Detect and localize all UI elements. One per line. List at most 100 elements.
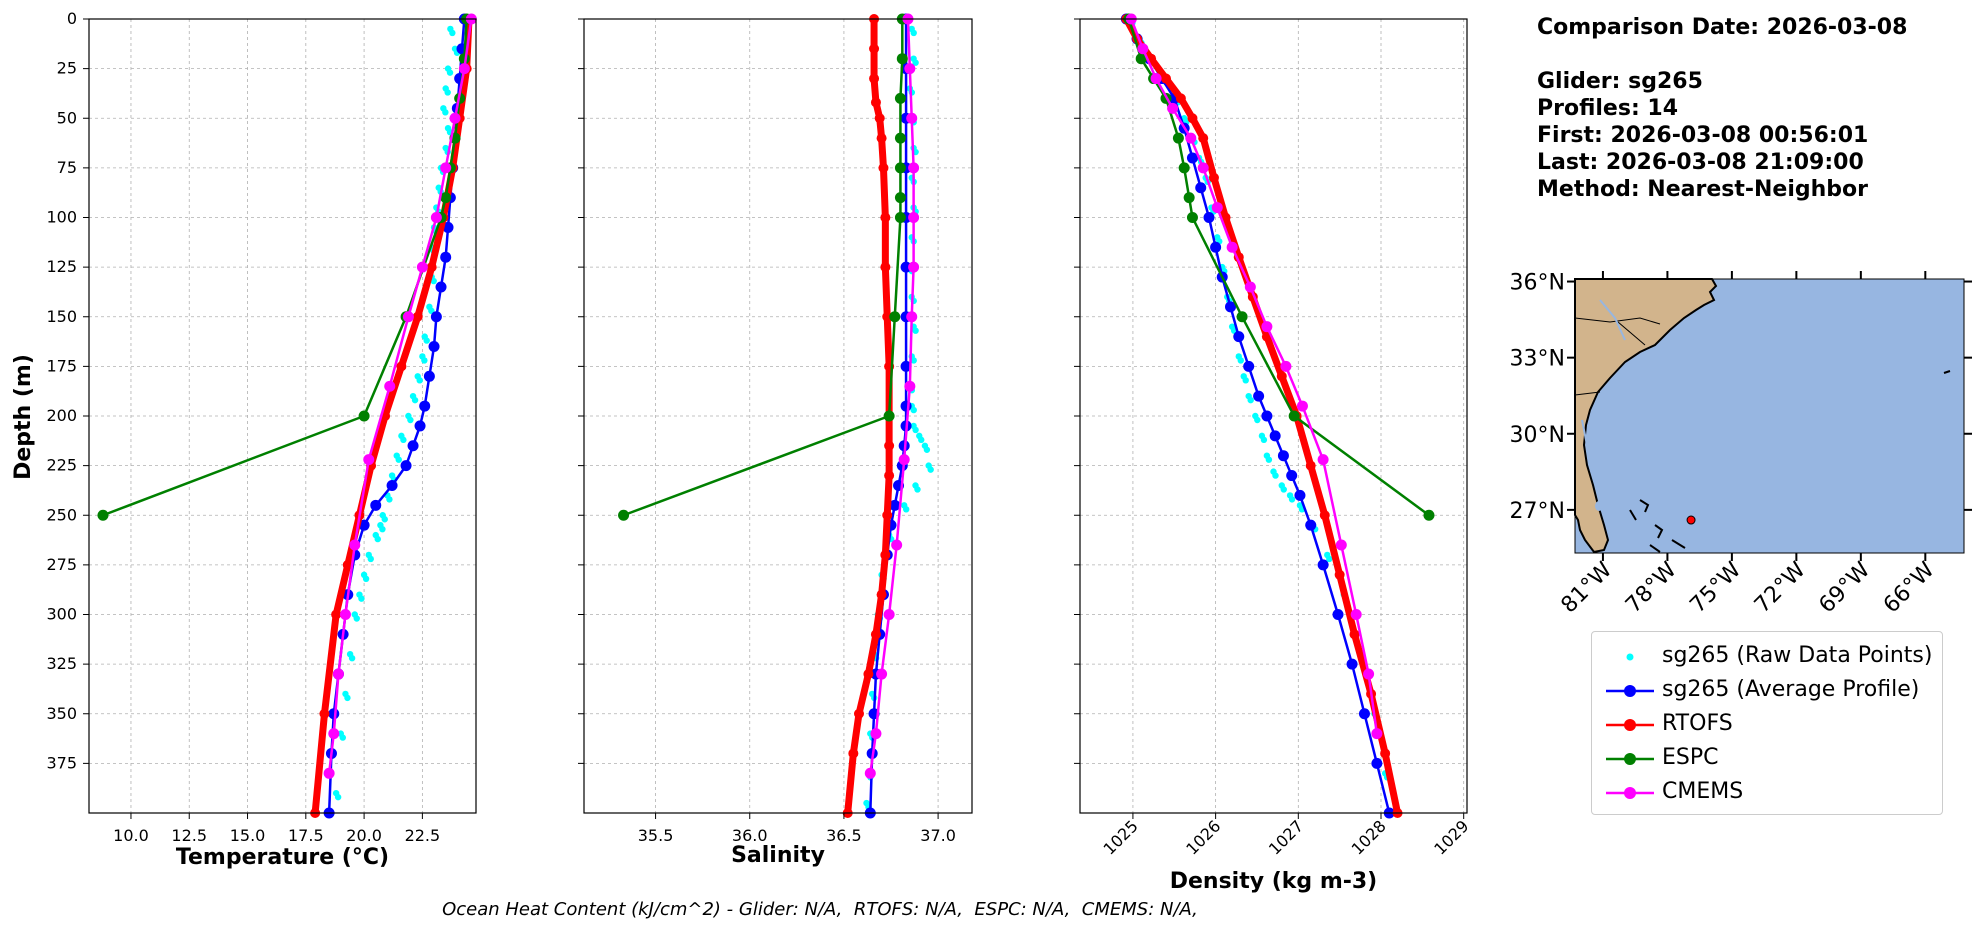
- map-lat-label: 36°N: [1510, 271, 1565, 296]
- point-cmems: [876, 668, 888, 680]
- point-sg265-average-profile: [400, 460, 412, 472]
- raw-point-sg265-raw-data-points: [407, 416, 414, 424]
- point-cmems: [1226, 241, 1238, 253]
- y-tick-label: 50: [57, 108, 77, 127]
- point-sg265-average-profile: [1371, 757, 1383, 769]
- raw-point-sg265-raw-data-points: [914, 486, 921, 493]
- point-cmems: [1363, 668, 1375, 680]
- point-sg265-average-profile: [1305, 519, 1317, 531]
- raw-point-sg265-raw-data-points: [344, 694, 351, 702]
- map-islands: [1629, 499, 1686, 553]
- point-sg265-average-profile: [900, 261, 912, 273]
- point-rtofs: [882, 311, 893, 322]
- map-state-border: [1574, 391, 1601, 396]
- point-rtofs: [876, 589, 887, 600]
- point-rtofs: [848, 748, 859, 759]
- y-tick-label: 150: [46, 307, 77, 326]
- point-rtofs: [1276, 371, 1287, 382]
- x-tick-label: 37.0: [920, 826, 956, 845]
- point-cmems: [904, 63, 916, 75]
- raw-point-sg265-raw-data-points: [1260, 436, 1268, 444]
- map-river: [1599, 299, 1626, 341]
- point-sg265-average-profile: [419, 400, 431, 412]
- series-line-cmems: [327, 18, 473, 774]
- point-cmems: [1244, 281, 1256, 293]
- point-cmems: [1335, 539, 1347, 551]
- point-rtofs: [880, 549, 891, 560]
- point-rtofs: [1380, 748, 1391, 759]
- point-cmems: [1150, 73, 1162, 85]
- raw-point-sg265-raw-data-points: [910, 357, 917, 364]
- point-rtofs: [1334, 569, 1345, 580]
- x-tick-label: 1026: [1182, 816, 1224, 858]
- raw-point-sg265-raw-data-points: [348, 655, 356, 662]
- map-lon-label: 75°W: [1685, 557, 1746, 618]
- y-tick-label: 175: [46, 356, 77, 375]
- point-sg265-average-profile: [1186, 152, 1198, 164]
- raw-point-sg265-raw-data-points: [902, 506, 910, 513]
- raw-point-sg265-raw-data-points: [423, 337, 430, 344]
- point-rtofs: [1305, 460, 1316, 471]
- x-tick-label: 1027: [1265, 816, 1307, 858]
- x-tick-label: 22.5: [405, 826, 441, 845]
- point-espc: [97, 509, 109, 521]
- point-rtofs: [342, 559, 353, 570]
- point-espc: [1288, 410, 1300, 422]
- series-line-rtofs: [844, 19, 893, 814]
- y-tick-label: 100: [46, 208, 77, 227]
- map-state-border: [1617, 321, 1646, 346]
- point-sg265-average-profile: [386, 479, 398, 491]
- point-rtofs: [396, 361, 407, 372]
- point-espc: [1183, 192, 1195, 204]
- point-cmems: [449, 112, 461, 124]
- point-sg265-average-profile: [414, 420, 426, 432]
- point-cmems: [328, 728, 340, 740]
- y-tick-label: 300: [46, 605, 77, 624]
- point-cmems: [870, 728, 882, 740]
- point-cmems: [339, 609, 351, 620]
- map-islands: [1943, 370, 1951, 374]
- location-map: 36°N 33°N 30°N 27°N 81°W 78°W 75°W 72°W 69°W 66°W: [1510, 271, 1972, 618]
- x-axis-label: Temperature (°C): [176, 845, 389, 870]
- point-sg265-average-profile: [370, 499, 382, 511]
- raw-point-sg265-raw-data-points: [362, 575, 370, 582]
- point-rtofs: [874, 113, 885, 124]
- point-rtofs: [1161, 73, 1171, 84]
- map-lat-label: 30°N: [1510, 423, 1565, 448]
- temperature-panel: 10.0 12.5 15.0 17.5 20.0 22.5 0 25 50 75 100 125 150…: [46, 9, 477, 870]
- raw-point-sg265-raw-data-points: [1326, 555, 1333, 563]
- raw-point-sg265-raw-data-points: [358, 595, 365, 602]
- raw-point-sg265-raw-data-points: [1254, 416, 1261, 424]
- legend-entry-average: sg265 (Average Profile): [1592, 674, 1942, 708]
- point-espc: [1186, 212, 1198, 223]
- raw-point-sg265-raw-data-points: [923, 446, 931, 453]
- point-cmems: [1317, 454, 1329, 466]
- x-axis-label: Density (kg m-3): [1170, 869, 1378, 894]
- raw-point-sg265-raw-data-points: [1237, 357, 1244, 364]
- y-tick-label: 125: [46, 257, 77, 276]
- point-cmems: [430, 212, 442, 223]
- point-sg265-average-profile: [1253, 390, 1265, 402]
- salinity-panel: 35.5 36.0 36.5 37.0 Salinity: [578, 13, 973, 868]
- x-tick-label: 15.0: [230, 826, 266, 845]
- raw-point-sg265-raw-data-points: [1265, 456, 1273, 463]
- point-sg265-average-profile: [1346, 658, 1358, 670]
- method: Method: Nearest-Neighbor: [1537, 177, 1868, 202]
- point-espc: [1178, 162, 1190, 174]
- point-cmems: [1137, 43, 1149, 55]
- series-line-cmems: [1130, 18, 1379, 734]
- x-tick-label: 10.0: [113, 826, 149, 845]
- point-cmems: [402, 311, 414, 323]
- ocean-heat-content-footer: Ocean Heat Content (kJ/cm^2) - Glider: N…: [442, 899, 1198, 920]
- legend-entry-cmems: CMEMS: [1592, 776, 1942, 810]
- point-sg265-average-profile: [1332, 609, 1344, 620]
- point-sg265-average-profile: [1210, 241, 1222, 253]
- map-lon-label: 66°W: [1879, 557, 1940, 618]
- point-rtofs: [1208, 172, 1219, 183]
- point-cmems: [1296, 400, 1308, 412]
- point-cmems: [906, 112, 918, 124]
- legend: sg265 (Raw Data Points) sg265 (Average P…: [1591, 631, 1943, 815]
- point-espc: [894, 212, 906, 223]
- point-rtofs: [884, 440, 895, 451]
